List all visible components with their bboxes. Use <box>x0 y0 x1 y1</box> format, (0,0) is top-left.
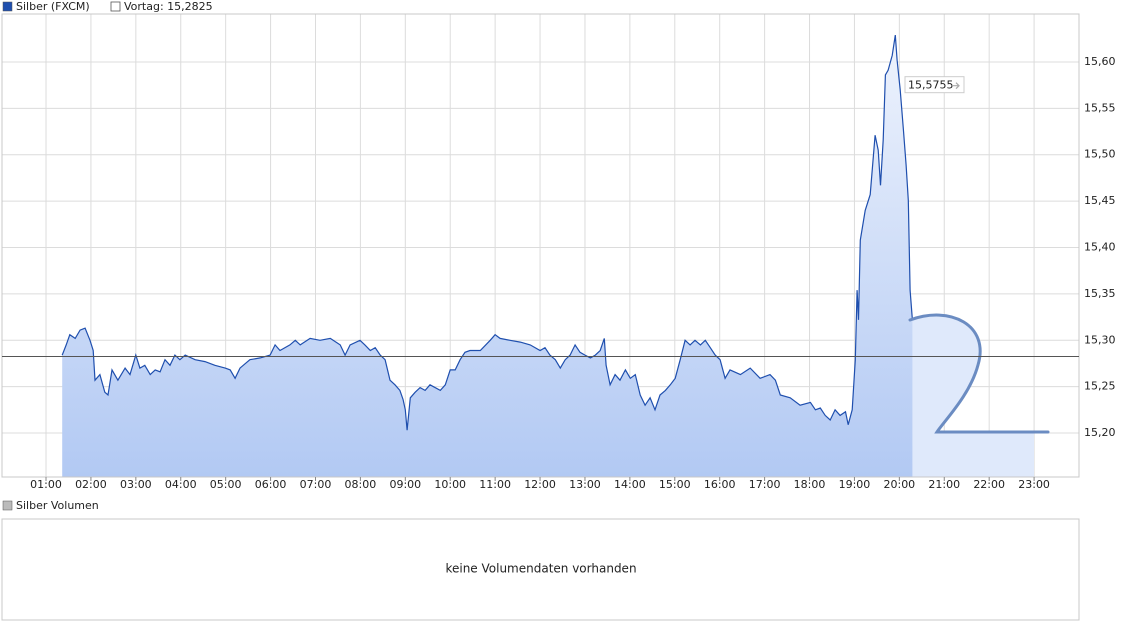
volume-panel <box>1 518 1080 621</box>
x-tick-label: 17:00 <box>749 478 781 491</box>
y-tick-label: 15,45 <box>1084 194 1116 207</box>
last-value-box <box>904 76 965 94</box>
x-tick-label: 18:00 <box>794 478 826 491</box>
x-tick-label: 10:00 <box>434 478 466 491</box>
x-tick-label: 13:00 <box>569 478 601 491</box>
legend-label: Silber (FXCM) <box>16 0 90 13</box>
x-tick-label: 12:00 <box>524 478 556 491</box>
legend-label: Vortag: 15,2825 <box>124 0 213 13</box>
x-tick-label: 05:00 <box>210 478 242 491</box>
last-value-label: 15,5755 <box>908 79 954 92</box>
legend-swatch <box>2 500 13 511</box>
legend-swatch <box>110 1 121 12</box>
x-tick-label: 02:00 <box>75 478 107 491</box>
y-tick-label: 15,40 <box>1084 240 1116 253</box>
x-tick-label: 14:00 <box>614 478 646 491</box>
y-tick-label: 15,20 <box>1084 426 1116 439</box>
x-tick-label: 19:00 <box>839 478 871 491</box>
y-tick-label: 15,25 <box>1084 380 1116 393</box>
y-tick-label: 15,55 <box>1084 101 1116 114</box>
x-tick-label: 22:00 <box>973 478 1005 491</box>
y-tick-label: 15,35 <box>1084 287 1116 300</box>
x-tick-label: 16:00 <box>704 478 736 491</box>
plot <box>61 35 913 477</box>
x-tick-label: 21:00 <box>928 478 960 491</box>
legend-label: Silber Volumen <box>16 499 99 512</box>
volume-message: keine Volumendaten vorhanden <box>445 562 636 576</box>
y-tick-label: 15,50 <box>1084 148 1116 161</box>
x-tick-label: 01:00 <box>30 478 62 491</box>
area <box>62 35 913 477</box>
last-value-arrow <box>952 82 960 90</box>
line <box>61 35 913 431</box>
x-tick-label: 11:00 <box>479 478 511 491</box>
x-tick-label: 03:00 <box>120 478 152 491</box>
x-tick-label: 06:00 <box>255 478 287 491</box>
y-tick-label: 15,30 <box>1084 333 1116 346</box>
x-tick-label: 23:00 <box>1018 478 1050 491</box>
scribble-annotation <box>908 313 1050 434</box>
x-tick-label: 15:00 <box>659 478 691 491</box>
x-tick-label: 04:00 <box>165 478 197 491</box>
x-tick-label: 20:00 <box>883 478 915 491</box>
y-tick-label: 15,60 <box>1084 55 1116 68</box>
legend-swatch <box>2 1 13 12</box>
x-tick-label: 08:00 <box>345 478 377 491</box>
x-tick-label: 07:00 <box>300 478 332 491</box>
x-tick-label: 09:00 <box>389 478 421 491</box>
